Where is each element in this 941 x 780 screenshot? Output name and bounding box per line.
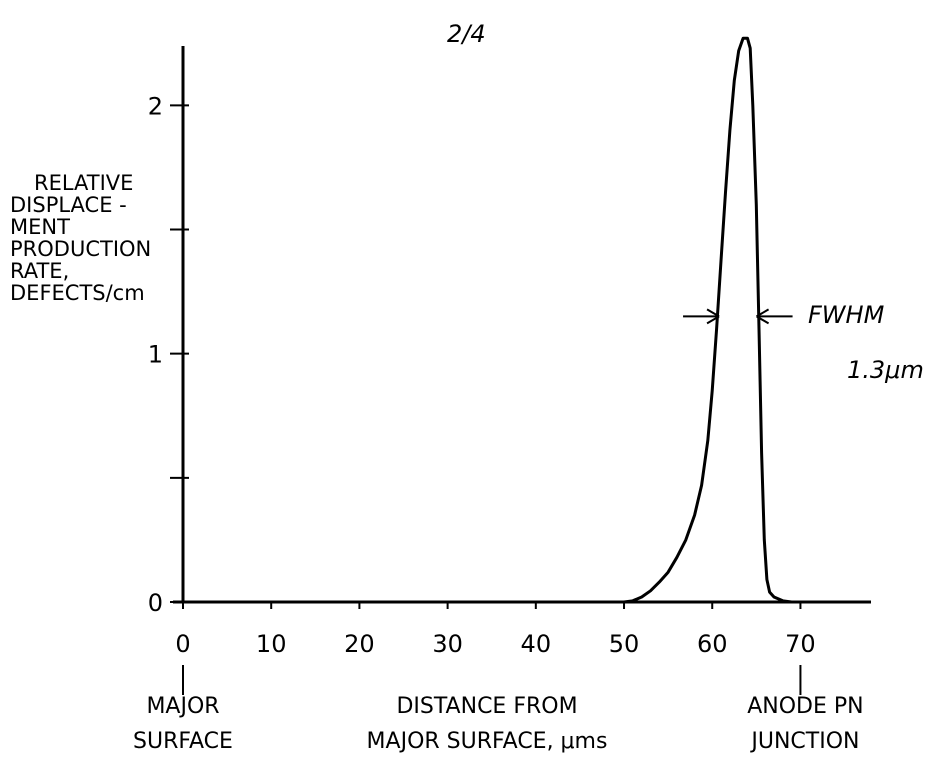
x-tick-label: 20 — [344, 630, 375, 658]
major-surface-label: MAJOR — [146, 694, 219, 719]
series-line-0 — [183, 36, 871, 604]
x-tick-label: 60 — [697, 630, 728, 658]
fwhm-value: 1.3μm — [847, 356, 924, 384]
axes — [173, 46, 871, 604]
y-tick-label: 1 — [148, 341, 163, 369]
y-tick-label: 0 — [148, 589, 163, 617]
anode-junction-label: ANODE PN — [747, 694, 863, 719]
y-axis-label-line: RELATIVE — [34, 171, 133, 195]
y-axis-label-line: MENT — [10, 215, 70, 239]
y-axis-label-line: PRODUCTION — [10, 237, 151, 261]
x-axis-label-line: MAJOR SURFACE, μms — [367, 729, 608, 754]
y-axis-label-line: DEFECTS/cm — [10, 281, 145, 305]
y-tick-label: 2 — [148, 92, 163, 120]
fwhm-right-arrowhead — [756, 308, 770, 325]
y-axis-label-line: DISPLACE - — [10, 193, 127, 217]
x-axis-label-line: DISTANCE FROM — [396, 694, 577, 719]
series — [183, 36, 871, 604]
ticks: 0 10 20 30 40 50 60 70 0 1 2 — [148, 92, 816, 658]
x-tick-label: 70 — [785, 630, 816, 658]
x-tick-label: 40 — [521, 630, 552, 658]
fwhm-left-arrowhead — [706, 308, 720, 325]
x-tick-label: 50 — [609, 630, 640, 658]
anode-junction-label: JUNCTION — [749, 729, 859, 754]
x-tick-label: 30 — [432, 630, 463, 658]
y-axis-label-line: RATE, — [10, 259, 69, 283]
fwhm-label: FWHM — [808, 301, 885, 329]
x-tick-label: 0 — [175, 630, 190, 658]
major-surface-label: SURFACE — [133, 729, 233, 754]
x-tick-label: 10 — [256, 630, 287, 658]
page-mark: 2/4 — [447, 20, 486, 48]
